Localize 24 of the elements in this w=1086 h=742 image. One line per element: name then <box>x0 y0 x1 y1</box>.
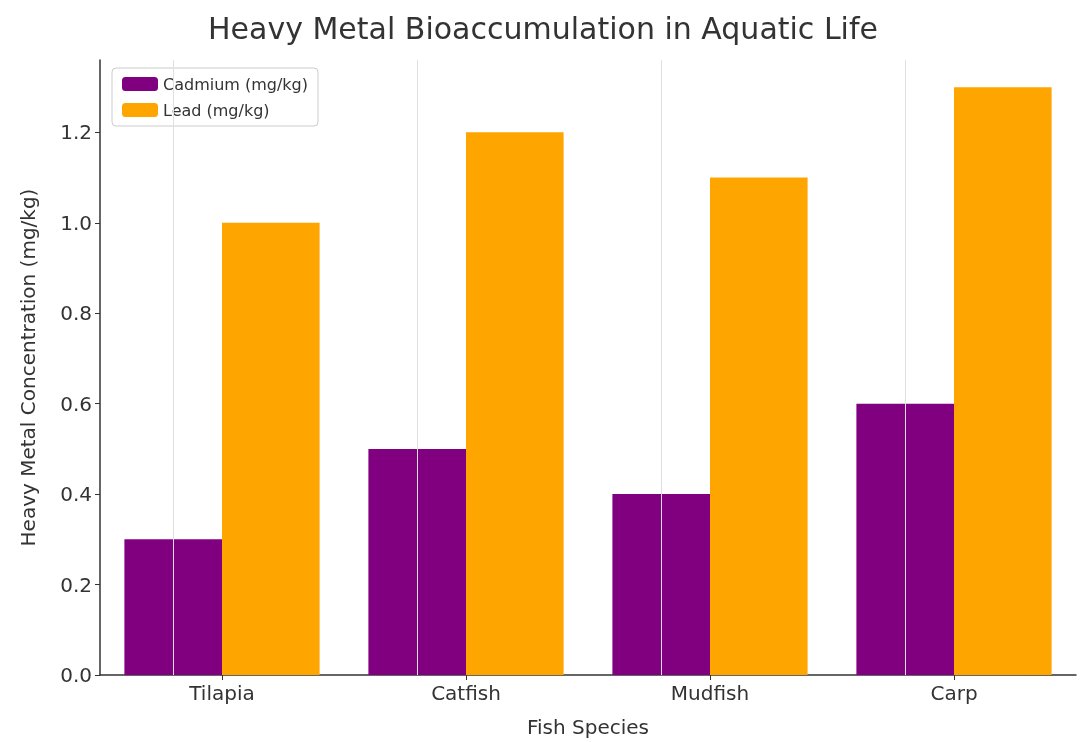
x-tick-label: Mudfish <box>670 681 750 705</box>
bar <box>856 403 954 675</box>
chart-title: Heavy Metal Bioaccumulation in Aquatic Life <box>208 10 878 46</box>
y-tick-label: 0.6 <box>60 391 92 416</box>
y-tick-label: 0.0 <box>60 663 92 687</box>
y-tick-label: 1.0 <box>60 210 92 235</box>
bar <box>710 177 808 675</box>
bar <box>612 494 710 675</box>
x-tick-label: Carp <box>930 681 978 705</box>
bar <box>954 87 1052 675</box>
bar <box>222 222 320 675</box>
y-tick-label: 0.4 <box>60 482 92 507</box>
x-tick-label: Tilapia <box>188 681 255 705</box>
x-tick-label: Catfish <box>431 681 501 705</box>
bar <box>466 132 564 675</box>
x-axis-title: Fish Species <box>526 715 650 739</box>
legend-label: Cadmium (mg/kg) <box>163 74 309 94</box>
legend-label: Lead (mg/kg) <box>163 100 270 120</box>
y-tick-label: 0.2 <box>60 572 92 597</box>
y-axis-title: Heavy Metal Concentration (mg/kg) <box>16 188 40 547</box>
bar <box>368 448 466 675</box>
y-tick-label: 1.2 <box>60 120 92 145</box>
bar <box>124 539 222 675</box>
y-tick-label: 0.8 <box>60 301 92 326</box>
